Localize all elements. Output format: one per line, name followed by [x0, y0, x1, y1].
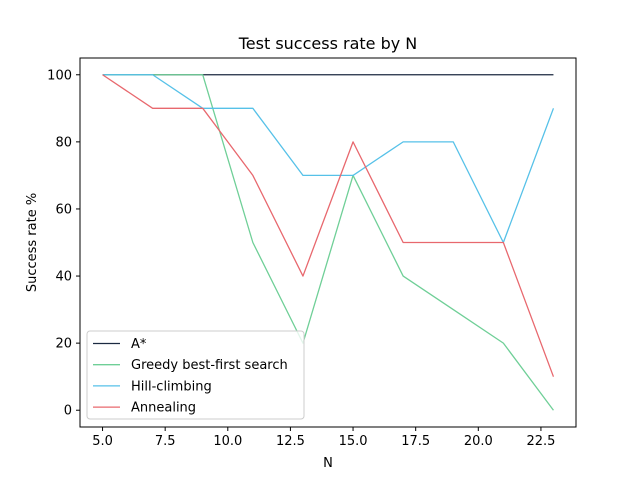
y-axis-label: Success rate % — [25, 193, 40, 292]
y-tick-label: 60 — [55, 202, 72, 217]
legend: A* Greedy best-first search Hill-climbing A… — [86, 330, 305, 420]
y-axis-ticks: 0 20 40 60 80 100 — [47, 68, 80, 419]
x-tick-label: 22.5 — [526, 434, 555, 449]
series-line-2 — [102, 74, 555, 244]
y-tick-label: 40 — [55, 270, 72, 285]
chart-title: Test success rate by N — [238, 34, 418, 53]
series-line-1 — [102, 74, 554, 411]
series-line-3 — [102, 74, 555, 377]
y-tick-label: 20 — [55, 337, 72, 352]
x-tick-label: 12.5 — [276, 434, 305, 449]
legend-label-2: Hill-climbing — [131, 379, 212, 394]
legend-label-3: Annealing — [131, 401, 196, 416]
plot-frame — [79, 57, 577, 428]
x-axis-ticks: 5.0 7.5 10.0 12.5 15.0 17.5 20.0 22.5 — [92, 427, 555, 449]
x-tick-label: 10.0 — [213, 434, 242, 449]
x-axis-label: N — [323, 456, 333, 471]
y-tick-label: 0 — [64, 404, 72, 419]
x-tick-label: 17.5 — [401, 434, 430, 449]
y-tick-label: 100 — [47, 68, 72, 83]
x-tick-label: 5.0 — [92, 434, 113, 449]
legend-entries: A* Greedy best-first search Hill-climbing A… — [93, 337, 288, 416]
x-tick-label: 15.0 — [339, 434, 368, 449]
plot-lines — [102, 74, 555, 411]
y-tick-label: 80 — [55, 135, 72, 150]
x-tick-label: 7.5 — [155, 434, 176, 449]
legend-label-1: Greedy best-first search — [131, 358, 288, 373]
legend-label-0: A* — [131, 337, 147, 352]
x-tick-label: 20.0 — [464, 434, 493, 449]
legend-box — [86, 330, 305, 420]
